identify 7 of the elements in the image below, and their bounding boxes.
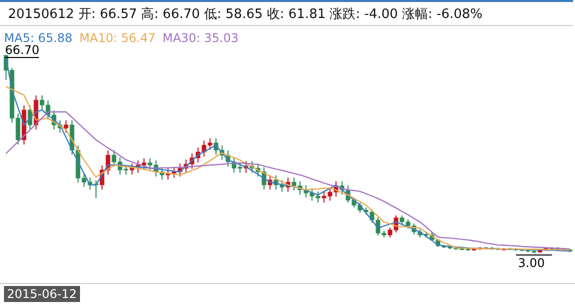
annotation: 3.00	[518, 256, 545, 270]
text: MA30: 35.03	[162, 31, 239, 45]
series-label: MA5: 65.88	[4, 31, 72, 45]
chart-title: 20150612 开: 66.57 高: 66.70 低: 58.65 收: 61.81 涨跌: -4.00 涨幅: -6.08%	[0, 0, 573, 26]
text: MA10: 56.47	[79, 31, 156, 45]
annotation: 66.70	[5, 43, 40, 58]
text: 2015-06-12	[4, 286, 80, 302]
